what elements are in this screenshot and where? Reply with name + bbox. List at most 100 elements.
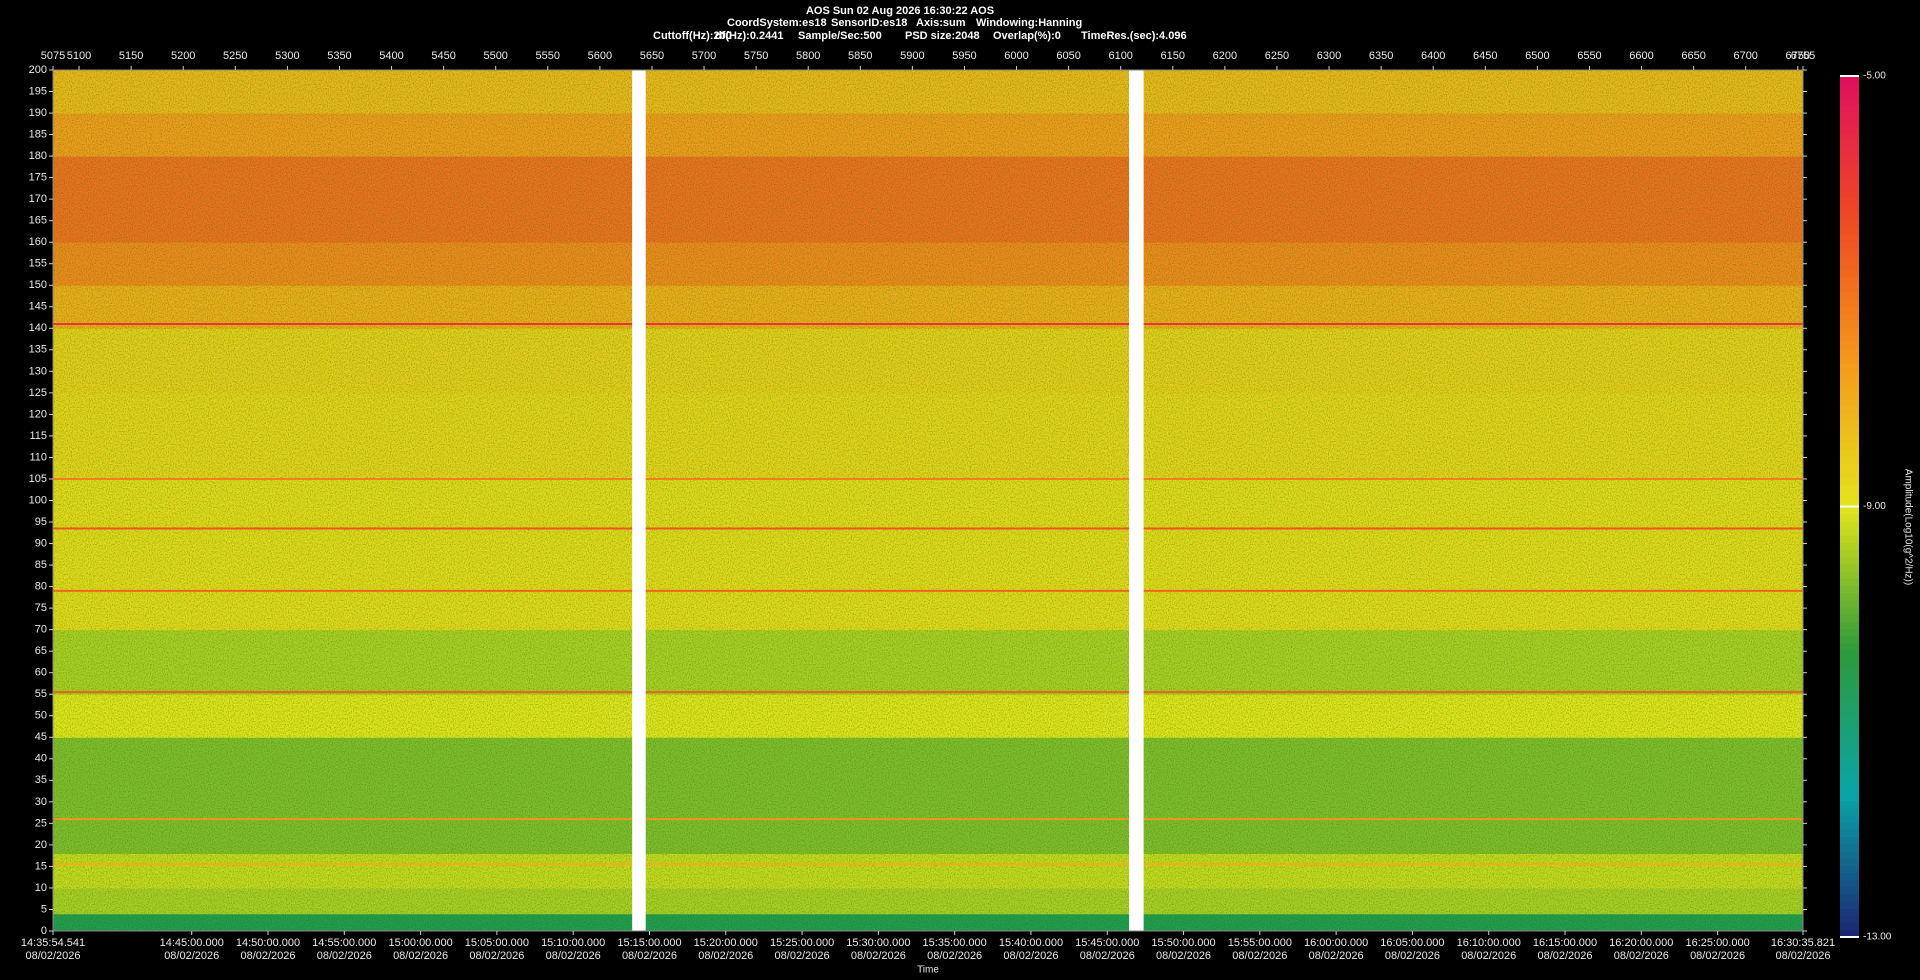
y-tick-label: 110: [29, 451, 47, 463]
colorbar-step: [1840, 176, 1859, 185]
colorbar-step: [1840, 865, 1859, 874]
colorbar-label: Amplitude(Log10(g^2/Hz)): [1902, 469, 1913, 585]
x-tick-label: 5550: [536, 50, 560, 62]
colorbar-step: [1840, 836, 1859, 845]
colorbar-step: [1840, 506, 1859, 515]
colorbar-step: [1840, 728, 1859, 737]
colorbar-step: [1840, 685, 1859, 694]
colorbar-step: [1840, 520, 1859, 529]
y-tick-label: 10: [35, 882, 47, 894]
x-tick-label: 5075: [41, 50, 65, 62]
y-tick-label: 45: [35, 731, 47, 743]
time-tick-label: 16:30:35.821 08/02/2026: [1771, 937, 1835, 962]
time-tick-label: 15:25:00.000 08/02/2026: [770, 937, 834, 962]
y-tick-label: 200: [29, 64, 47, 76]
time-tick-label-line: 15:50:00.000: [1151, 937, 1215, 949]
x-tick-label: 6600: [1629, 50, 1653, 62]
y-tick-label: 100: [29, 494, 47, 506]
colorbar-step: [1840, 585, 1859, 594]
y-tick-label: 180: [29, 150, 47, 162]
colorbar-step: [1840, 341, 1859, 350]
time-tick-label-line: 15:25:00.000: [770, 937, 834, 949]
time-tick-label: 15:30:00.000 08/02/2026: [846, 937, 910, 962]
colorbar-step: [1840, 664, 1859, 673]
colorbar-step: [1840, 133, 1859, 142]
colorbar-step: [1840, 650, 1859, 658]
colorbar-step: [1840, 492, 1859, 500]
colorbar-step: [1840, 348, 1859, 357]
y-tick-label: 60: [35, 667, 47, 679]
colorbar-step: [1840, 614, 1859, 622]
colorbar-step: [1840, 736, 1859, 744]
colorbar-step: [1840, 413, 1859, 421]
time-tick-label-line: 08/02/2026: [317, 950, 372, 962]
time-tick-label-line: 08/02/2026: [1690, 950, 1745, 962]
time-tick-label-line: 08/02/2026: [1385, 950, 1440, 962]
colorbar-step: [1840, 441, 1859, 450]
time-tick-label-line: 08/02/2026: [1461, 950, 1516, 962]
time-tick-label-line: 15:05:00.000: [465, 937, 529, 949]
colorbar-step: [1840, 147, 1859, 156]
colorbar-step: [1840, 255, 1859, 264]
time-tick-label-line: 15:35:00.000: [923, 937, 987, 949]
y-tick-label: 150: [29, 279, 47, 291]
time-tick-label-line: 15:40:00.000: [999, 937, 1063, 949]
y-tick-label: 75: [35, 602, 47, 614]
time-tick-label-line: 14:45:00.000: [160, 937, 224, 949]
time-tick-label-line: 08/02/2026: [1309, 950, 1364, 962]
time-tick-label-line: 08/02/2026: [393, 950, 448, 962]
colorbar-step: [1840, 477, 1859, 486]
x-tick-label: 6755: [1791, 50, 1815, 62]
colorbar-step: [1840, 886, 1859, 895]
time-tick-label-line: 14:55:00.000: [312, 937, 376, 949]
colorbar-step: [1840, 535, 1859, 543]
header-info: PSD size:2048: [905, 30, 980, 42]
time-tick-label: 15:05:00.000 08/02/2026: [465, 937, 529, 962]
colorbar-step: [1840, 757, 1859, 766]
colorbar-step: [1840, 205, 1859, 213]
colorbar-step: [1840, 893, 1859, 902]
x-tick-label: 6300: [1317, 50, 1341, 62]
colorbar-step: [1840, 556, 1859, 565]
colorbar-step: [1840, 449, 1859, 457]
time-tick-label-line: 08/02/2026: [851, 950, 906, 962]
time-tick-label: 15:40:00.000 08/02/2026: [999, 937, 1063, 962]
colorbar-step: [1840, 470, 1859, 479]
time-tick-label: 15:50:00.000 08/02/2026: [1151, 937, 1215, 962]
colorbar-step: [1840, 319, 1859, 328]
colorbar-step: [1840, 298, 1859, 307]
colorbar-step: [1840, 377, 1859, 386]
x-tick-label: 6550: [1577, 50, 1601, 62]
y-tick-label: 175: [29, 172, 47, 184]
x-tick-label: 6050: [1056, 50, 1080, 62]
time-tick-label: 16:05:00.000 08/02/2026: [1380, 937, 1444, 962]
y-tick-label: 190: [29, 107, 47, 119]
x-tick-label: 6150: [1161, 50, 1185, 62]
x-tick-label: 6500: [1525, 50, 1549, 62]
time-tick-label: 15:10:00.000 08/02/2026: [541, 937, 605, 962]
x-tick-label: 5500: [483, 50, 507, 62]
time-tick-label: 15:55:00.000 08/02/2026: [1228, 937, 1292, 962]
colorbar-step: [1840, 420, 1859, 429]
colorbar-step: [1840, 578, 1859, 587]
colorbar-step: [1840, 427, 1859, 436]
header-info: Overlap(%):0: [993, 30, 1061, 42]
time-tick-label-line: 08/02/2026: [622, 950, 677, 962]
x-tick-label: 5450: [431, 50, 455, 62]
time-tick-label-line: 15:00:00.000: [388, 937, 452, 949]
time-tick-label-line: 16:15:00.000: [1533, 937, 1597, 949]
colorbar-step: [1840, 743, 1859, 752]
header-info: SensorID:es18: [831, 17, 907, 29]
time-tick-label-line: 08/02/2026: [546, 950, 601, 962]
colorbar-step: [1840, 908, 1859, 917]
time-tick-label-line: 08/02/2026: [698, 950, 753, 962]
y-tick-label: 5: [41, 903, 47, 915]
x-tick-label: 5400: [379, 50, 403, 62]
x-tick-label: 5900: [900, 50, 924, 62]
colorbar-step: [1840, 592, 1859, 601]
y-tick-label: 15: [35, 860, 47, 872]
colorbar-step: [1840, 771, 1859, 780]
time-tick-label-line: 14:50:00.000: [236, 937, 300, 949]
header-info: Cuttoff(Hz):200: [653, 30, 732, 42]
y-tick-label: 70: [35, 624, 47, 636]
